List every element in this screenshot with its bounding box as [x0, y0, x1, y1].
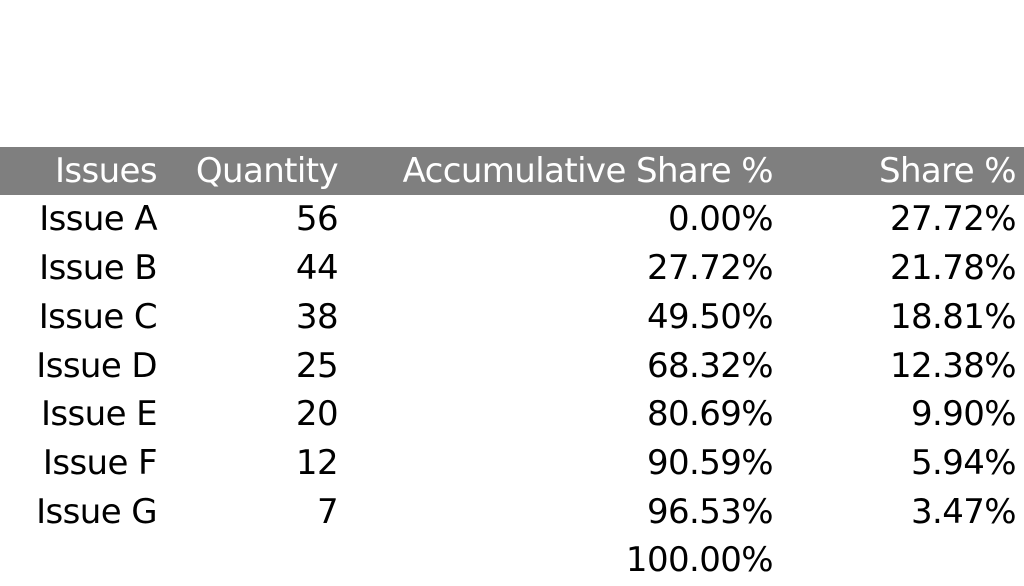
table-row: Issue G 7 96.53% 3.47%: [0, 488, 1024, 536]
table-row: Issue B 44 27.72% 21.78%: [0, 244, 1024, 292]
cell-accumulative-share[interactable]: 90.59%: [646, 443, 774, 483]
table-header-row: Issues Quantity Accumulative Share % Sha…: [0, 147, 1024, 195]
cell-share[interactable]: 3.47%: [910, 492, 1017, 532]
header-share[interactable]: Share %: [878, 151, 1017, 191]
table-header-background: [0, 147, 1024, 195]
table-row: Issue E 20 80.69% 9.90%: [0, 390, 1024, 438]
cell-share[interactable]: 18.81%: [889, 297, 1017, 337]
cell-share[interactable]: 12.38%: [889, 346, 1017, 386]
cell-accumulative-share[interactable]: 96.53%: [646, 492, 774, 532]
cell-issue[interactable]: Issue B: [39, 248, 157, 288]
cell-accumulative-share[interactable]: 27.72%: [646, 248, 774, 288]
table-row: Issue A 56 0.00% 27.72%: [0, 195, 1024, 243]
cell-quantity[interactable]: 44: [295, 248, 339, 288]
table-row: Issue C 38 49.50% 18.81%: [0, 293, 1024, 341]
cell-issue[interactable]: Issue C: [38, 297, 158, 337]
cell-issue[interactable]: Issue G: [36, 492, 157, 532]
cell-accumulative-share[interactable]: 0.00%: [667, 199, 774, 239]
cell-quantity[interactable]: 20: [295, 394, 339, 434]
table-row: Issue D 25 68.32% 12.38%: [0, 342, 1024, 390]
cell-issue[interactable]: Issue E: [40, 394, 158, 434]
table-row-trailing: 100.00%: [0, 536, 1024, 584]
table-row: Issue F 12 90.59% 5.94%: [0, 439, 1024, 487]
cell-accumulative-share[interactable]: 80.69%: [646, 394, 774, 434]
cell-accumulative-share[interactable]: 68.32%: [646, 346, 774, 386]
cell-issue[interactable]: Issue F: [42, 443, 158, 483]
cell-accumulative-share-total[interactable]: 100.00%: [625, 540, 774, 580]
cell-share[interactable]: 21.78%: [889, 248, 1017, 288]
cell-quantity[interactable]: 7: [316, 492, 339, 532]
header-quantity[interactable]: Quantity: [195, 151, 339, 191]
cell-issue[interactable]: Issue D: [36, 346, 157, 386]
cell-share[interactable]: 5.94%: [910, 443, 1017, 483]
cell-accumulative-share[interactable]: 49.50%: [646, 297, 774, 337]
cell-quantity[interactable]: 56: [295, 199, 339, 239]
cell-issue[interactable]: Issue A: [39, 199, 157, 239]
cell-quantity[interactable]: 25: [295, 346, 339, 386]
header-accumulative-share[interactable]: Accumulative Share %: [402, 151, 774, 191]
cell-quantity[interactable]: 12: [295, 443, 339, 483]
cell-share[interactable]: 27.72%: [889, 199, 1017, 239]
header-issues[interactable]: Issues: [54, 151, 158, 191]
cell-share[interactable]: 9.90%: [910, 394, 1017, 434]
cell-quantity[interactable]: 38: [295, 297, 339, 337]
